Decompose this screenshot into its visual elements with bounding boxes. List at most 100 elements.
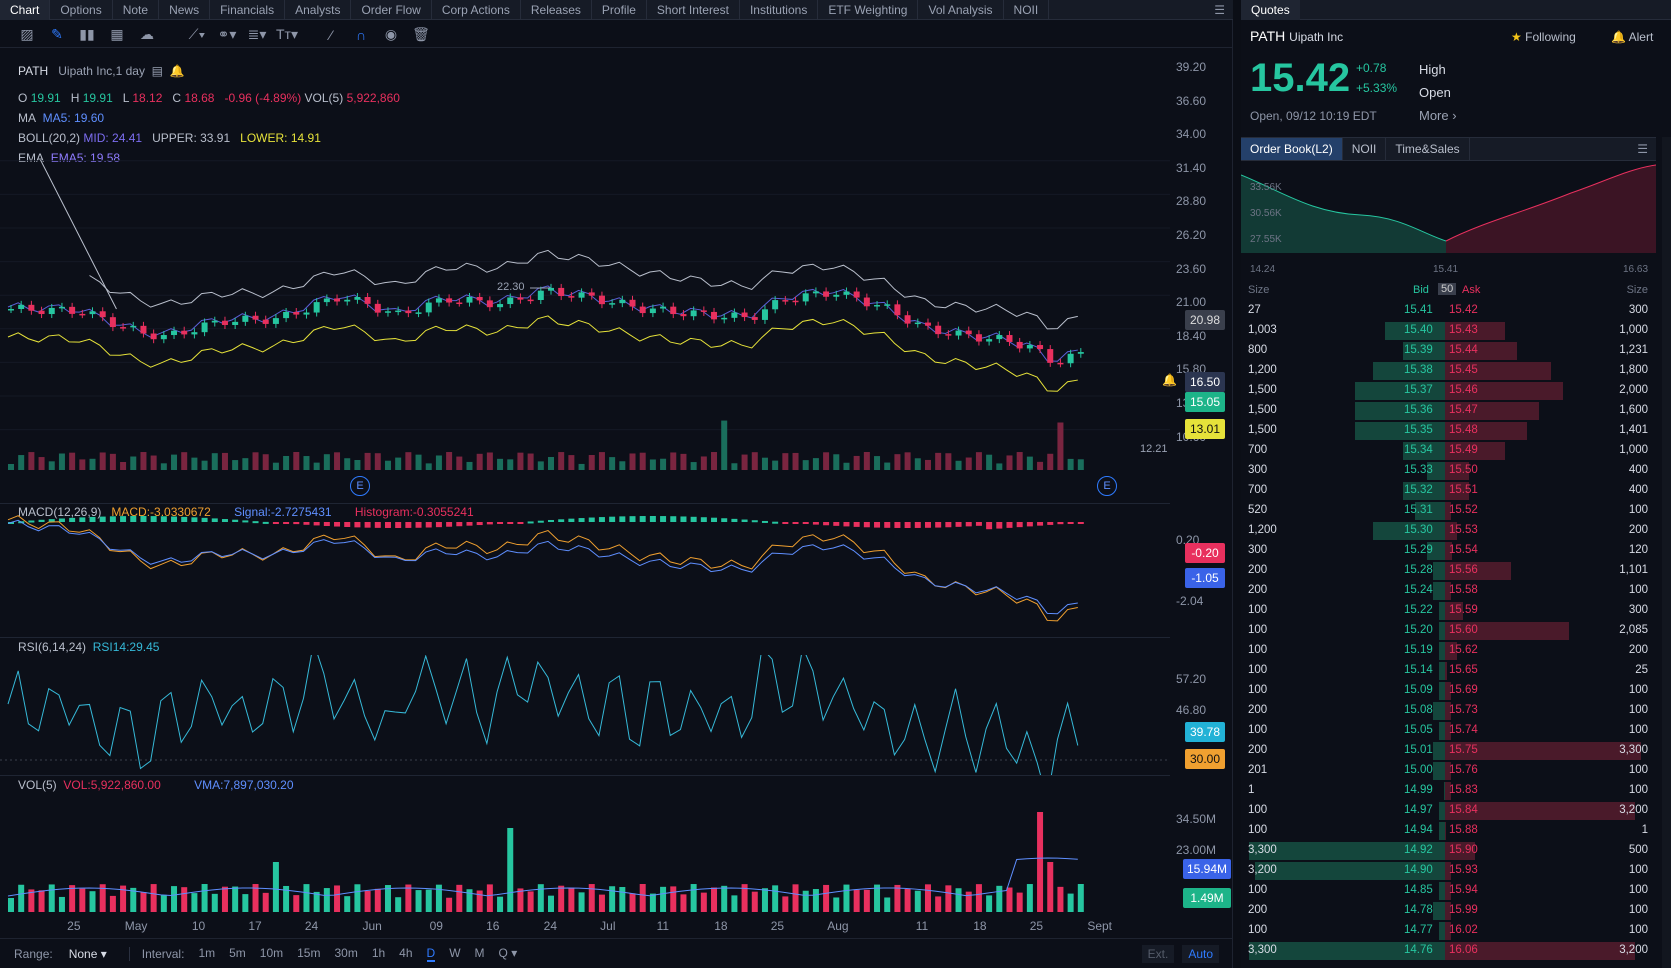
orderbook-row[interactable]: 100 15.09 15.69 100 [1241,681,1656,701]
orderbook-row[interactable]: 3,200 14.90 15.93 100 [1241,861,1656,881]
interval-10m[interactable]: 10m [259,945,284,960]
menu-icon[interactable]: ☰ [1214,2,1225,17]
interval-5m[interactable]: 5m [229,945,246,960]
interval-m[interactable]: M [474,945,485,960]
orderbook-row[interactable]: 800 15.39 15.44 1,231 [1241,341,1656,361]
orderbook-row[interactable]: 1,003 15.40 15.43 1,000 [1241,321,1656,341]
ext-hours-toggle[interactable]: Ext. [1141,944,1175,963]
orderbook-row[interactable]: 300 15.33 15.50 400 [1241,461,1656,481]
template-icon[interactable]: ▮▮ [79,26,95,42]
orderbook-row[interactable]: 1 14.99 15.83 100 [1241,781,1656,801]
interval-4h[interactable]: 4h [399,945,413,960]
eye-icon[interactable]: ◉ [384,26,398,42]
volume-chart[interactable] [0,800,1170,912]
menu-icon[interactable]: ☰ [1637,142,1648,156]
orderbook-row[interactable]: 200 15.24 15.58 100 [1241,581,1656,601]
tab-note[interactable]: Note [113,0,160,20]
volume-bar [609,886,616,912]
orderbook-row[interactable]: 3,300 14.92 15.90 500 [1241,841,1656,861]
ob-tab-order-book-l2-[interactable]: Order Book(L2) [1241,138,1343,160]
trash-icon[interactable]: 🗑 [412,26,430,42]
rsi-chart[interactable] [0,655,1170,775]
orderbook-row[interactable]: 1,200 15.30 15.53 200 [1241,521,1656,541]
interval-d[interactable]: D [426,945,436,962]
price-chart[interactable] [0,160,1170,500]
orderbook-row[interactable]: 100 14.85 15.94 100 [1241,881,1656,901]
ob-tab-time-sales[interactable]: Time&Sales [1386,138,1470,160]
interval-30m[interactable]: 30m [334,945,358,960]
pen-brush-icon[interactable]: ⁄ [329,26,333,43]
orderbook-row[interactable]: 100 14.77 16.02 100 [1241,921,1656,941]
magnet-icon[interactable]: ∩ [355,26,367,43]
price-volume-bar [802,460,809,470]
orderbook-row[interactable]: 700 15.34 15.49 1,000 [1241,441,1656,461]
tab-order-flow[interactable]: Order Flow [351,0,432,20]
orderbook-row[interactable]: 201 15.00 15.76 100 [1241,761,1656,781]
depth-levels-select[interactable]: 50 [1438,283,1457,295]
tab-analysts[interactable]: Analysts [285,0,352,20]
line-tool-icon[interactable]: ⟋▾ [188,26,206,42]
orderbook-row[interactable]: 3,300 14.76 16.06 3,200 [1241,941,1656,961]
orderbook-row[interactable]: 1,200 15.38 15.45 1,800 [1241,361,1656,381]
tab-short-interest[interactable]: Short Interest [647,0,740,20]
tab-news[interactable]: News [159,0,211,20]
macd-chart[interactable] [0,515,1170,635]
orderbook-row[interactable]: 100 15.05 15.74 100 [1241,721,1656,741]
interval-15m[interactable]: 15m [297,945,321,960]
range-select[interactable]: None ▾ [68,946,107,961]
tab-options[interactable]: Options [50,0,113,20]
orderbook-row[interactable]: 200 14.78 15.99 100 [1241,901,1656,921]
earnings-marker[interactable]: E [1097,476,1117,496]
tab-institutions[interactable]: Institutions [740,0,819,20]
orderbook-row[interactable]: 200 15.01 15.75 3,300 [1241,741,1656,761]
tab-profile[interactable]: Profile [592,0,647,20]
orderbook-row[interactable]: 100 15.20 15.60 2,085 [1241,621,1656,641]
interval-q[interactable]: Q ▾ [498,945,518,960]
orderbook-row[interactable]: 100 15.19 15.62 200 [1241,641,1656,661]
orderbook-row[interactable]: 520 15.31 15.52 100 [1241,501,1656,521]
orderbook-row[interactable]: 27 15.41 15.42 300 [1241,301,1656,321]
auto-scale-toggle[interactable]: Auto [1182,944,1219,963]
earnings-marker[interactable]: E [350,476,370,496]
orderbook-row[interactable]: 200 15.28 15.56 1,101 [1241,561,1656,581]
orderbook-row[interactable]: 100 15.22 15.59 300 [1241,601,1656,621]
following-button[interactable]: ★ Following [1511,30,1576,44]
tab-vol-analysis[interactable]: Vol Analysis [918,0,1004,20]
orderbook-row[interactable]: 700 15.32 15.51 400 [1241,481,1656,501]
macd-bar [894,522,901,528]
orderbook-row[interactable]: 100 15.14 15.65 25 [1241,661,1656,681]
fib-tool-icon[interactable]: ≣▾ [247,26,267,42]
text-tool-icon[interactable]: Tт▾ [276,26,298,42]
tab-chart[interactable]: Chart [0,0,51,20]
interval-1h[interactable]: 1h [371,945,386,960]
orderbook-row[interactable]: 1,500 15.36 15.47 1,600 [1241,401,1656,421]
chart-type-icon[interactable]: ▨ [20,26,34,42]
alert-button[interactable]: 🔔 Alert [1611,30,1653,44]
orderbook-row[interactable]: 100 14.94 15.88 1 [1241,821,1656,841]
orderbook-row[interactable]: 1,500 15.35 15.48 1,401 [1241,421,1656,441]
draw-pencil-icon[interactable]: ✎ [51,26,63,42]
alert-bell-icon[interactable]: 🔔 [1162,373,1177,387]
tab-releases[interactable]: Releases [521,0,592,20]
tab-financials[interactable]: Financials [210,0,286,20]
layout-grid-icon[interactable]: ▦ [110,26,124,42]
interval-w[interactable]: W [449,945,461,960]
bid-price: 14.85 [1404,884,1433,896]
tab-etf-weighting[interactable]: ETF Weighting [818,0,919,20]
tab-corp-actions[interactable]: Corp Actions [432,0,521,20]
orderbook-row[interactable]: 200 15.08 15.73 100 [1241,701,1656,721]
note-icon[interactable]: ▤ [151,64,163,78]
bell-icon[interactable]: 🔔 [169,64,185,78]
orderbook-row[interactable]: 1,500 15.37 15.46 2,000 [1241,381,1656,401]
orderbook-row[interactable]: 300 15.29 15.54 120 [1241,541,1656,561]
volume-bar [435,884,442,912]
ask-price: 15.84 [1449,804,1478,816]
orderbook-row[interactable]: 100 14.97 15.84 3,200 [1241,801,1656,821]
link-tool-icon[interactable]: ⚭▾ [217,26,237,42]
tab-noii[interactable]: NOII [1004,0,1050,20]
more-link[interactable]: More › [1419,108,1457,123]
quotes-tab[interactable]: Quotes [1241,0,1300,20]
cloud-icon[interactable]: ☁ [140,26,154,42]
interval-1m[interactable]: 1m [198,945,216,960]
ob-tab-noii[interactable]: NOII [1343,138,1387,160]
